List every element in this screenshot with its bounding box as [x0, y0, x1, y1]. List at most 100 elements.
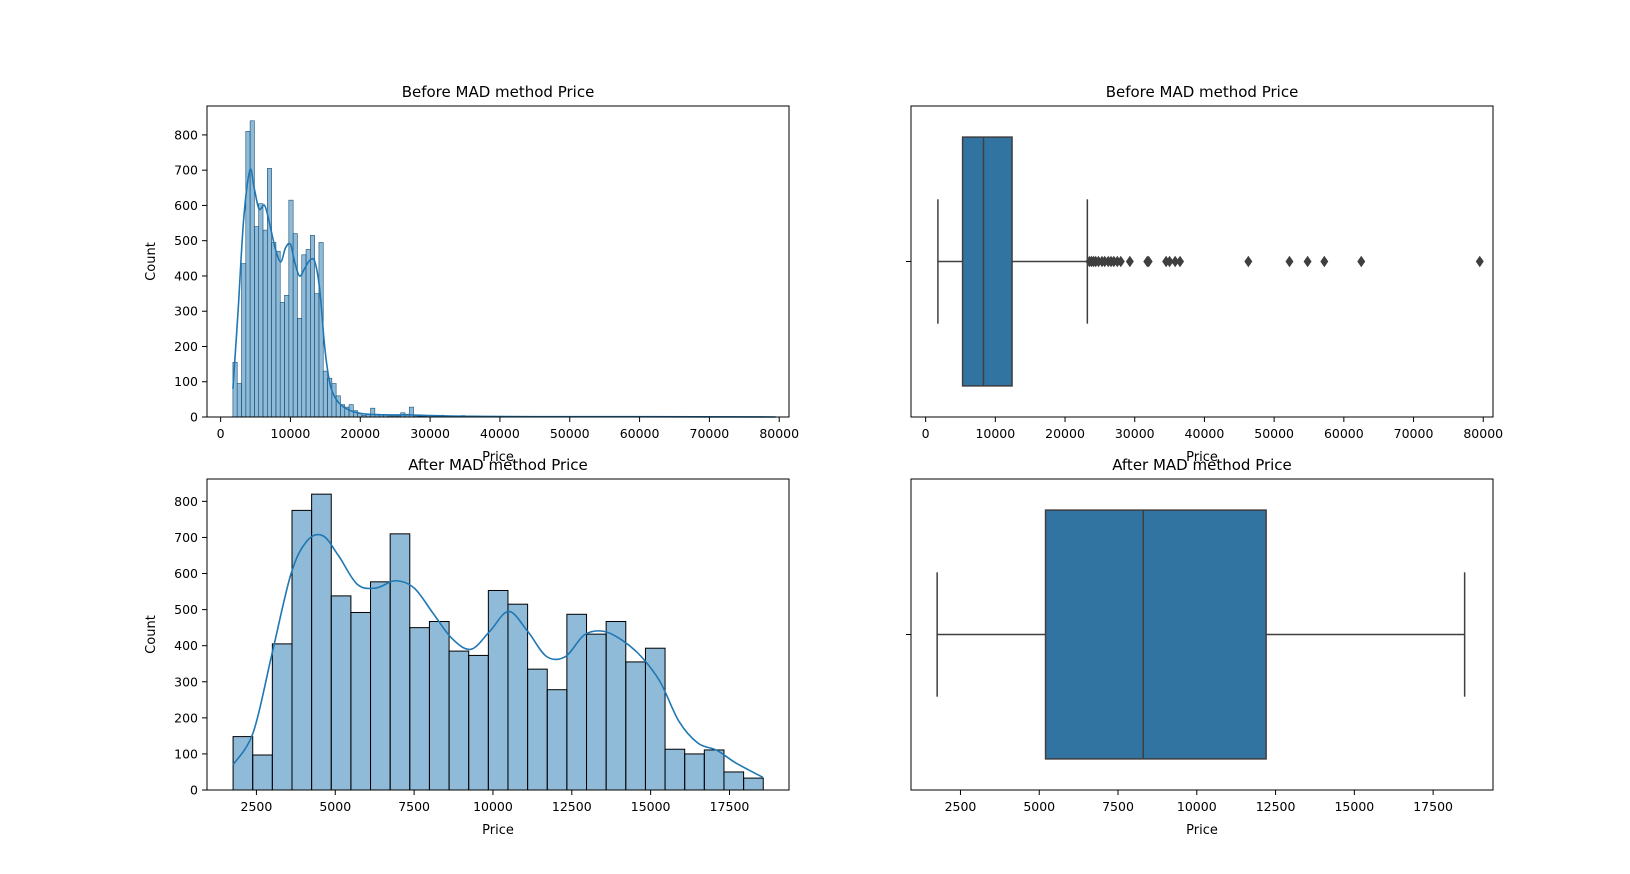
boxplot-after-panel: After MAD method Price Price 2500 5000 7500 1… [906, 456, 1494, 838]
x-axis-label: Price [482, 450, 514, 465]
histogram-bar [271, 643, 293, 791]
x-axis-label: Price [1186, 450, 1218, 465]
x-tick-label: 2500 [241, 799, 273, 814]
histogram-bar [566, 613, 588, 791]
chart-title: After MAD method Price [408, 456, 588, 474]
iqr-box [1044, 509, 1267, 760]
x-tick-label: 10000 [975, 426, 1015, 441]
histogram-bar [703, 749, 725, 791]
histogram-bar [605, 621, 627, 791]
y-tick-label: 700 [174, 163, 198, 178]
histogram-bar [428, 621, 450, 791]
kde-line [232, 168, 776, 418]
x-tick-label: 5000 [1023, 799, 1055, 814]
axes-frame [206, 105, 790, 418]
y-tick-label: 0 [190, 783, 198, 798]
x-tick-label: 50000 [550, 426, 590, 441]
histogram-bar [311, 493, 332, 791]
histogram-bar [279, 302, 285, 418]
outlier-point [1176, 255, 1185, 268]
histogram-bar [664, 748, 686, 791]
x-tick-label: 10000 [473, 799, 513, 814]
histogram-after-panel: After MAD method Price Price Count 2500 500 0… [144, 456, 790, 838]
x-tick-label: 17500 [1413, 799, 1453, 814]
x-tick-label: 60000 [1324, 426, 1364, 441]
histogram-bar [448, 650, 470, 791]
outlier-point [1320, 255, 1329, 268]
histogram-before-panel: Before MAD method Price Price Count 0 10000 2… [144, 83, 799, 465]
x-tick-label: 15000 [631, 799, 671, 814]
boxplot-before-panel: Before MAD method Price Price 0 10000 20000 3… [906, 83, 1503, 465]
histogram-bar [625, 661, 646, 791]
y-tick-label: 600 [174, 198, 198, 213]
x-tick-label: 40000 [480, 426, 520, 441]
y-tick-label: 700 [174, 530, 198, 545]
y-tick-label: 300 [174, 674, 198, 689]
x-tick-label: 12500 [552, 799, 592, 814]
y-axis-label: Count [144, 615, 159, 654]
x-tick-label: 80000 [759, 426, 799, 441]
histogram-bar [644, 647, 666, 791]
y-tick-label: 100 [174, 746, 198, 761]
y-tick-label: 500 [174, 602, 198, 617]
histogram-bar [241, 263, 247, 418]
outlier-point [1244, 255, 1253, 268]
histogram-bar [331, 383, 337, 418]
x-tick-label: 50000 [1254, 426, 1294, 441]
histogram-bar [507, 603, 529, 791]
x-axis-label: Price [482, 823, 514, 838]
outlier-point [1475, 255, 1484, 268]
chart-title: After MAD method Price [1112, 456, 1292, 474]
histogram-bar [370, 407, 376, 418]
x-tick-label: 20000 [340, 426, 380, 441]
x-tick-label: 2500 [945, 799, 977, 814]
x-tick-label: 80000 [1463, 426, 1503, 441]
histogram-bar [267, 168, 272, 418]
outlier-point [1357, 255, 1366, 268]
x-tick-label: 30000 [1115, 426, 1155, 441]
histogram-bar [297, 317, 303, 418]
histogram-bar [310, 235, 315, 418]
histogram-bar [314, 293, 320, 418]
histogram-bar [350, 611, 372, 791]
y-tick-label: 400 [174, 268, 198, 283]
x-tick-label: 0 [217, 426, 225, 441]
histogram-bar [370, 581, 391, 791]
histogram-bar [468, 654, 489, 791]
histogram-bar [271, 242, 277, 418]
histogram-bar [258, 203, 264, 418]
x-tick-label: 7500 [1102, 799, 1134, 814]
y-tick-label: 800 [174, 127, 198, 142]
chart-title: Before MAD method Price [1106, 83, 1299, 101]
histogram-bar [291, 509, 313, 791]
x-tick-label: 70000 [1394, 426, 1434, 441]
x-tick-label: 20000 [1045, 426, 1085, 441]
histogram-bar [236, 383, 242, 418]
y-tick-label: 800 [174, 494, 198, 509]
x-tick-label: 0 [922, 426, 930, 441]
histogram-bar [232, 736, 254, 791]
histogram-bar [409, 627, 430, 791]
chart-title: Before MAD method Price [402, 83, 595, 101]
histogram-bar [288, 199, 294, 418]
histogram-bar [301, 254, 307, 418]
outlier-point [1116, 255, 1125, 268]
histogram-bar [284, 295, 290, 418]
y-tick-label: 600 [174, 566, 198, 581]
histogram-bar [275, 250, 281, 418]
y-tick-label: 200 [174, 339, 198, 354]
x-tick-label: 40000 [1185, 426, 1225, 441]
x-tick-label: 70000 [690, 426, 730, 441]
histogram-bar [527, 668, 548, 791]
histogram-bar [252, 754, 273, 791]
iqr-box [961, 136, 1013, 387]
y-tick-label: 200 [174, 710, 198, 725]
x-tick-label: 7500 [398, 799, 430, 814]
outlier-point [1285, 255, 1294, 268]
histogram-bar [305, 249, 311, 418]
histogram-bar [743, 777, 764, 791]
kde-line [232, 533, 764, 779]
axes-frame [206, 478, 790, 791]
y-tick-label: 100 [174, 374, 198, 389]
